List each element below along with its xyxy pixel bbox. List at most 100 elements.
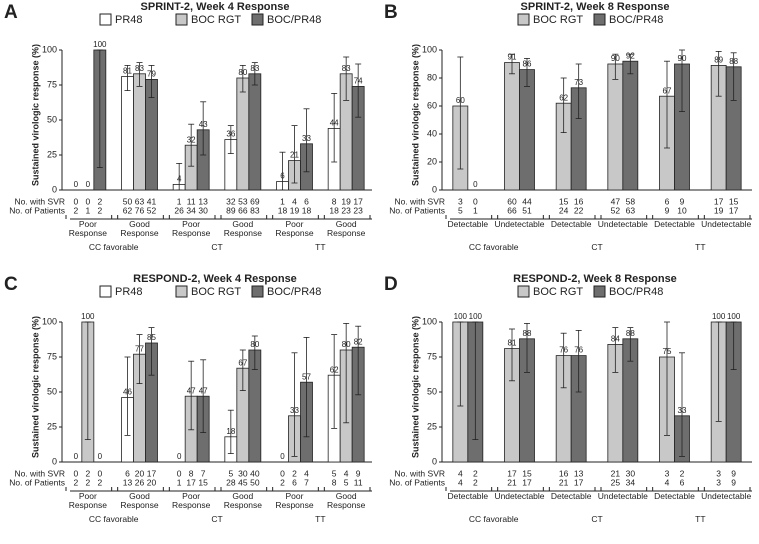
error-bar — [124, 356, 131, 436]
table-cell: 5 — [458, 205, 463, 215]
data-label: 0 — [98, 452, 103, 461]
error-bar — [239, 349, 246, 391]
panel-label: A — [4, 2, 18, 23]
group-label: CT — [591, 515, 603, 524]
table-cell: 3 — [716, 468, 721, 478]
data-label: 100 — [81, 312, 95, 321]
table-cell: 0 — [97, 468, 102, 478]
y-tick-label: 0 — [432, 184, 437, 194]
error-bar — [457, 321, 464, 407]
table-cell: 9 — [731, 477, 736, 487]
error-bar — [627, 53, 634, 75]
data-label: 100 — [454, 312, 468, 321]
table-cell: 30 — [198, 205, 208, 215]
category-label-box: Undetectable — [494, 492, 545, 501]
data-label: 0 — [473, 180, 478, 189]
category-label-box: Undetectable — [701, 492, 752, 501]
table-cell: 6 — [125, 468, 130, 478]
y-tick-label: 75 — [47, 79, 57, 89]
table-cell: 1 — [177, 196, 182, 206]
y-tick-label: 75 — [427, 351, 437, 361]
table-cell: 60 — [507, 196, 517, 206]
group-label-box: CC favorable — [89, 243, 139, 252]
chart-title: RESPOND-2, Week 4 Response — [133, 273, 297, 285]
error-bar — [355, 63, 362, 118]
error-bar — [279, 151, 286, 191]
group-label: TT — [315, 515, 326, 524]
error-bar — [303, 337, 310, 438]
error-bar — [188, 123, 195, 167]
table-cell: 18 — [329, 205, 339, 215]
table-cell: 8 — [189, 468, 194, 478]
error-bar — [251, 62, 258, 86]
category-label: Good Response — [223, 220, 262, 239]
error-bar — [343, 56, 350, 101]
error-bar — [715, 51, 722, 97]
table-cell: 20 — [135, 468, 145, 478]
table-cell: 18 — [302, 205, 312, 215]
category-label: Undetectable — [494, 492, 545, 501]
table-cell: 6 — [680, 477, 685, 487]
error-bar — [136, 334, 143, 384]
table-cell: 17 — [147, 468, 157, 478]
data-label: 90 — [611, 54, 620, 63]
y-axis-label: Sustained virologic response (%) — [410, 316, 420, 458]
bar — [504, 62, 520, 191]
table-cell: 10 — [677, 205, 687, 215]
data-label: 62 — [330, 365, 339, 374]
error-bar — [612, 53, 619, 80]
panel-label: B — [384, 2, 398, 23]
table-cell: 40 — [250, 468, 260, 478]
table-cell: 6 — [292, 477, 297, 487]
category-label: Detectable — [550, 220, 592, 229]
table-cell: 15 — [729, 196, 739, 206]
table-cell: 15 — [522, 468, 532, 478]
data-label: 57 — [302, 372, 311, 381]
table-cell: 17 — [507, 468, 517, 478]
data-label: 100 — [469, 312, 483, 321]
table-cell: 2 — [473, 477, 478, 487]
y-tick-label: 0 — [52, 184, 57, 194]
category-label: Detectable — [550, 492, 592, 501]
data-label: 84 — [611, 335, 620, 344]
data-label: 4 — [177, 175, 182, 184]
legend-swatch — [593, 285, 606, 298]
error-bar — [148, 65, 155, 98]
data-label: 0 — [280, 452, 285, 461]
data-label: 75 — [663, 347, 672, 356]
table-cell: 28 — [226, 477, 236, 487]
category-label-box: Good Response — [120, 492, 158, 510]
data-label: 46 — [123, 388, 132, 397]
table-cell: 63 — [135, 196, 145, 206]
group-label-box: CT — [211, 515, 222, 524]
error-bar — [148, 327, 155, 376]
legend-label: PR48 — [115, 14, 143, 26]
category-label: Undetectable — [701, 492, 752, 501]
y-tick-label: 60 — [427, 100, 437, 110]
error-bar — [524, 58, 530, 87]
table-cell: 9 — [731, 468, 736, 478]
y-tick-label: 25 — [47, 421, 57, 431]
y-tick-label: 100 — [42, 44, 57, 54]
table-cell: 6 — [304, 196, 309, 206]
table-cell: 1 — [473, 205, 478, 215]
data-label: 91 — [508, 53, 517, 62]
table-cell: 22 — [574, 205, 584, 215]
category-label-box: Good Response — [224, 492, 262, 510]
legend-label: BOC RGT — [191, 286, 241, 298]
error-bar — [96, 49, 103, 169]
table-cell: 13 — [198, 196, 208, 206]
table-cell: 45 — [238, 477, 248, 487]
data-label: 79 — [147, 70, 156, 79]
error-bar — [664, 60, 670, 149]
y-tick-label: 50 — [47, 114, 57, 124]
table-cell: 0 — [73, 468, 78, 478]
table-cell: 2 — [97, 205, 102, 215]
data-label: 0 — [74, 180, 79, 189]
category-label-box: Undetectable — [701, 220, 751, 229]
group-label-box: CT — [591, 515, 603, 524]
data-label: 80 — [342, 340, 351, 349]
table-cell: 11 — [187, 196, 196, 206]
table-cell: 9 — [665, 205, 670, 215]
row-label: No. with SVR — [394, 196, 445, 206]
